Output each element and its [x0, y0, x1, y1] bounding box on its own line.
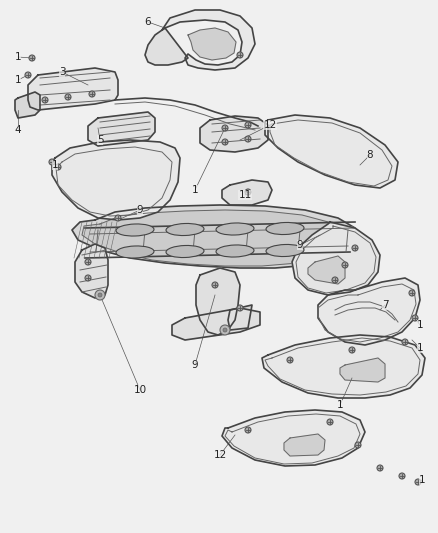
Text: 1: 1 — [192, 185, 198, 195]
Polygon shape — [284, 434, 325, 456]
Polygon shape — [172, 308, 260, 340]
Polygon shape — [52, 140, 180, 220]
Polygon shape — [162, 10, 255, 70]
Circle shape — [402, 339, 408, 345]
Text: 1: 1 — [337, 400, 343, 410]
Circle shape — [115, 215, 121, 221]
Text: 5: 5 — [97, 135, 103, 145]
Circle shape — [237, 305, 243, 311]
Polygon shape — [72, 205, 358, 268]
Circle shape — [245, 189, 251, 195]
Polygon shape — [308, 256, 345, 284]
Ellipse shape — [166, 246, 204, 257]
Circle shape — [377, 465, 383, 471]
Polygon shape — [75, 244, 108, 298]
Text: 12: 12 — [213, 450, 226, 460]
Text: 9: 9 — [192, 360, 198, 370]
Polygon shape — [200, 116, 268, 152]
Text: 4: 4 — [15, 125, 21, 135]
Circle shape — [65, 94, 71, 100]
Ellipse shape — [216, 245, 254, 257]
Circle shape — [42, 97, 48, 103]
Circle shape — [342, 262, 348, 268]
Circle shape — [327, 419, 333, 425]
Text: 10: 10 — [134, 385, 147, 395]
Text: 1: 1 — [15, 75, 21, 85]
Polygon shape — [228, 305, 252, 330]
Circle shape — [85, 259, 91, 265]
Text: 6: 6 — [145, 17, 151, 27]
Circle shape — [245, 122, 251, 128]
Text: 11: 11 — [238, 190, 251, 200]
Text: 9: 9 — [297, 240, 303, 250]
Ellipse shape — [116, 246, 154, 258]
Circle shape — [222, 125, 228, 131]
Circle shape — [29, 55, 35, 61]
Circle shape — [349, 347, 355, 353]
Circle shape — [220, 325, 230, 335]
Text: 1: 1 — [52, 160, 58, 170]
Text: 8: 8 — [367, 150, 373, 160]
Circle shape — [25, 72, 31, 78]
Text: 1: 1 — [417, 343, 423, 353]
Circle shape — [212, 282, 218, 288]
Text: 1: 1 — [417, 320, 423, 330]
Text: 9: 9 — [137, 205, 143, 215]
Circle shape — [89, 91, 95, 97]
Ellipse shape — [266, 222, 304, 235]
Circle shape — [85, 275, 91, 281]
Polygon shape — [28, 68, 118, 110]
Circle shape — [352, 245, 358, 251]
Polygon shape — [265, 115, 398, 188]
Text: 7: 7 — [381, 300, 389, 310]
Polygon shape — [196, 268, 240, 335]
Polygon shape — [262, 335, 425, 398]
Circle shape — [332, 277, 338, 283]
Circle shape — [399, 473, 405, 479]
Circle shape — [95, 290, 105, 300]
Polygon shape — [82, 210, 350, 266]
Polygon shape — [88, 112, 155, 146]
Text: 12: 12 — [263, 120, 277, 130]
Text: 1: 1 — [419, 475, 425, 485]
Circle shape — [49, 159, 55, 165]
Text: 3: 3 — [59, 67, 65, 77]
Circle shape — [237, 52, 243, 58]
Polygon shape — [188, 28, 236, 60]
Ellipse shape — [266, 245, 304, 256]
Polygon shape — [145, 28, 188, 65]
Ellipse shape — [166, 223, 204, 236]
Ellipse shape — [216, 223, 254, 235]
Text: 1: 1 — [15, 52, 21, 62]
Circle shape — [287, 357, 293, 363]
Circle shape — [355, 442, 361, 448]
Polygon shape — [222, 410, 365, 466]
Polygon shape — [292, 222, 380, 295]
Circle shape — [222, 139, 228, 145]
Circle shape — [415, 479, 421, 485]
Polygon shape — [340, 358, 385, 382]
Polygon shape — [222, 180, 272, 205]
Polygon shape — [15, 92, 40, 118]
Ellipse shape — [116, 224, 154, 236]
Circle shape — [223, 328, 227, 332]
Polygon shape — [318, 278, 420, 345]
Circle shape — [245, 136, 251, 142]
Circle shape — [409, 290, 415, 296]
Circle shape — [412, 315, 418, 321]
Circle shape — [55, 164, 61, 170]
Circle shape — [245, 427, 251, 433]
Circle shape — [98, 293, 102, 297]
